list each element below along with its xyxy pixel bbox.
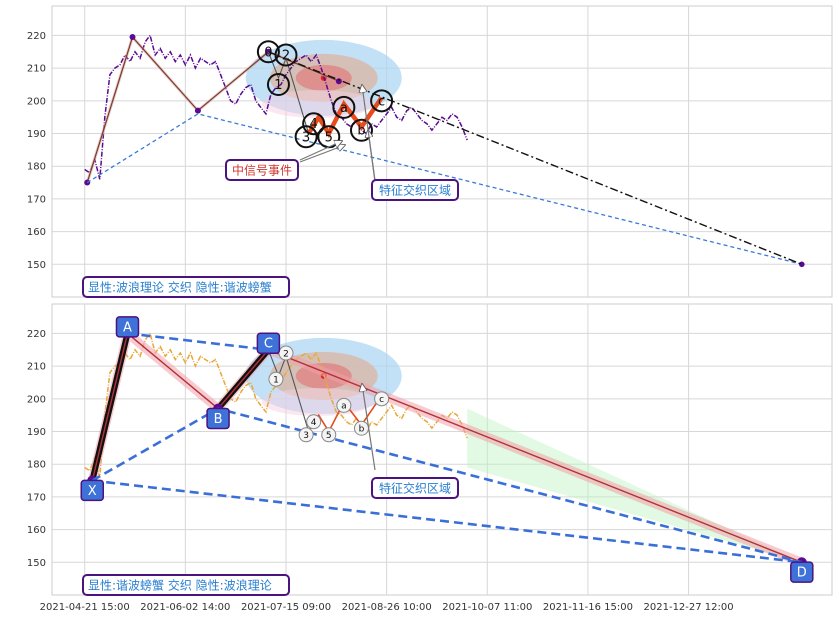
trend-line bbox=[86, 113, 802, 265]
xabcd-label-box bbox=[80, 479, 105, 502]
plot-frame bbox=[51, 5, 833, 298]
y-tick-label: 180 bbox=[27, 460, 46, 471]
feature-zone-annotation: 特征交织区域 bbox=[379, 481, 451, 496]
xabcd-label-box bbox=[206, 407, 230, 430]
y-tick-label: 220 bbox=[27, 31, 46, 42]
wave-label-circle bbox=[370, 89, 394, 113]
wave-label-1: 1 bbox=[274, 78, 282, 93]
caption-box bbox=[82, 574, 290, 596]
zigzag-point bbox=[265, 48, 272, 55]
y-tick-label: 170 bbox=[27, 194, 46, 205]
xabcd-label-box bbox=[115, 316, 140, 338]
wave-label-circle bbox=[306, 414, 322, 430]
y-tick-label: 160 bbox=[27, 525, 46, 536]
wave-line bbox=[267, 349, 310, 432]
wave-label-c: c bbox=[379, 395, 384, 405]
annotation-arrow bbox=[362, 384, 376, 471]
annotation-arrow bbox=[362, 85, 376, 182]
plot-frame bbox=[51, 303, 833, 596]
xabcd-label-box bbox=[256, 332, 281, 354]
wave-label-circle bbox=[268, 371, 284, 387]
price-line bbox=[84, 33, 468, 180]
xabcd-label-D: D bbox=[797, 566, 807, 581]
xabcd-label-C: C bbox=[264, 337, 273, 352]
wave-label-3: 3 bbox=[303, 431, 309, 441]
wave-label-circle bbox=[336, 397, 352, 413]
caption-box bbox=[82, 276, 290, 298]
x-tick-label: 2021-06-02 14:00 bbox=[140, 602, 230, 613]
projection-area bbox=[467, 408, 802, 563]
wave-label-circle bbox=[294, 125, 318, 149]
wave-label-circle bbox=[302, 112, 326, 136]
wave-label-0: 0 bbox=[264, 45, 272, 60]
feature-zone-annotation-box bbox=[371, 477, 459, 499]
x-tick-label: 2021-07-15 09:00 bbox=[241, 602, 331, 613]
wave-label-1: 1 bbox=[273, 376, 279, 386]
wave-label-circle bbox=[274, 43, 298, 67]
xabcd-label-X: X bbox=[88, 484, 97, 499]
bottom-panel: 150 160 170 180 190 200 210 220 1 2 345 a b c X A B C D 特征交… bbox=[27, 303, 833, 613]
x-tick-label: 2021-12-27 12:00 bbox=[644, 602, 734, 613]
signal-event-annotation-box bbox=[225, 159, 299, 181]
x-tick-label: 2021-08-26 10:00 bbox=[342, 602, 432, 613]
wave-label-circle bbox=[266, 72, 290, 96]
wave-label-4: 4 bbox=[310, 117, 318, 132]
harmonic-dashed-line bbox=[92, 479, 802, 564]
y-tick-label: 200 bbox=[27, 394, 46, 405]
wave-label-circle bbox=[332, 95, 356, 119]
zone-pink bbox=[261, 387, 374, 416]
caption-text: 显性:波浪理论 交织 隐性:谐波螃蟹 bbox=[88, 280, 272, 295]
wave-label-circle bbox=[256, 40, 280, 64]
wave-label-3: 3 bbox=[302, 130, 310, 145]
annotation-arrow bbox=[299, 141, 342, 161]
wave-label-b: b bbox=[359, 425, 365, 435]
y-tick-label: 200 bbox=[27, 96, 46, 107]
zigzag-point bbox=[194, 107, 201, 114]
signal-event-annotation: 中信号事件 bbox=[232, 163, 292, 178]
xabcd-label-box bbox=[790, 561, 814, 583]
x-tick-label: 2021-11-16 15:00 bbox=[543, 602, 633, 613]
wave-line bbox=[267, 51, 310, 134]
xabcd-label-A: A bbox=[123, 320, 132, 335]
wave-label-a: a bbox=[341, 402, 347, 412]
x-tick-label: 2021-04-21 15:00 bbox=[40, 602, 130, 613]
wave-label-b: b bbox=[357, 124, 365, 139]
caption-text: 显性:谐波螃蟹 交织 隐性:波浪理论 bbox=[88, 578, 272, 593]
y-tick-label: 160 bbox=[27, 227, 46, 238]
x-tick-label: 2021-10-07 11:00 bbox=[442, 602, 532, 613]
wave-label-5: 5 bbox=[325, 130, 333, 145]
y-tick-label: 180 bbox=[27, 162, 46, 173]
feature-zone-annotation-box bbox=[371, 179, 459, 201]
y-tick-label: 170 bbox=[27, 492, 46, 503]
wave-label-circle bbox=[374, 391, 390, 407]
wave-label-circle bbox=[298, 427, 314, 443]
y-tick-label: 190 bbox=[27, 427, 46, 438]
zigzag-point bbox=[335, 78, 342, 85]
y-tick-label: 150 bbox=[27, 558, 46, 569]
wave-label-2: 2 bbox=[282, 49, 290, 64]
y-tick-label: 210 bbox=[27, 362, 46, 373]
feature-zone-annotation: 特征交织区域 bbox=[379, 183, 451, 198]
zigzag-point bbox=[129, 34, 136, 41]
y-tick-label: 220 bbox=[27, 329, 46, 340]
y-tick-label: 210 bbox=[27, 64, 46, 75]
target-point bbox=[799, 261, 805, 268]
y-tick-label: 190 bbox=[27, 129, 46, 140]
y-tick-label: 150 bbox=[27, 260, 46, 271]
xabcd-label-B: B bbox=[214, 412, 223, 427]
wave-label-2: 2 bbox=[283, 349, 289, 359]
wave-label-circle bbox=[321, 427, 337, 443]
wave-label-c: c bbox=[378, 94, 385, 109]
harmonic-dashed-line bbox=[127, 332, 269, 352]
wave-label-a: a bbox=[340, 101, 348, 116]
wave-label-4: 4 bbox=[311, 418, 317, 428]
abc-wave-line bbox=[306, 96, 384, 139]
wave-label-5: 5 bbox=[326, 431, 332, 441]
